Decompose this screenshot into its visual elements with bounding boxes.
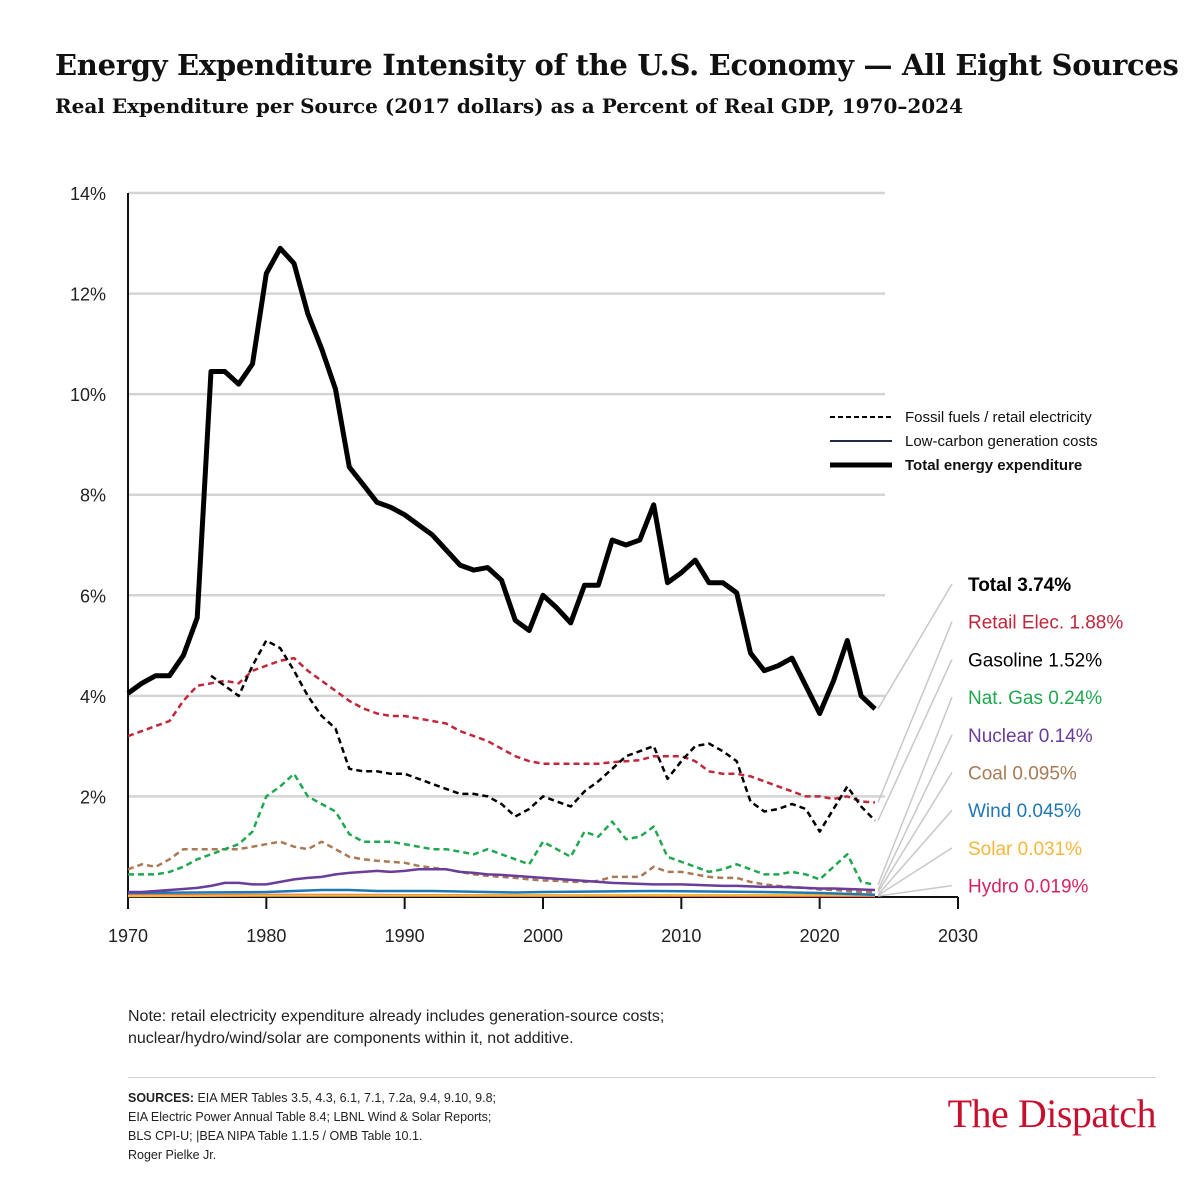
y-tick-label: 12%: [70, 285, 106, 305]
sources-block: SOURCES: EIA MER Tables 3.5, 4.3, 6.1, 7…: [128, 1089, 768, 1165]
end-label-coal: Coal 0.095%: [968, 764, 1077, 785]
leader-line-wind: [877, 809, 953, 896]
leader-line-natgas: [877, 696, 953, 886]
y-tick-label: 6%: [80, 586, 106, 606]
brand-logo: The Dispatch: [947, 1091, 1157, 1136]
leader-line-solar: [877, 847, 953, 897]
legend-label-dashed: Fossil fuels / retail electricity: [905, 409, 1092, 426]
end-label-nuclear: Nuclear 0.14%: [968, 726, 1093, 747]
y-tick-label: 10%: [70, 385, 106, 405]
x-tick-label: 1970: [108, 926, 148, 946]
sources-line-2: EIA Electric Power Annual Table 8.4; LBN…: [128, 1110, 492, 1124]
chart-title: Energy Expenditure Intensity of the U.S.…: [55, 48, 1179, 82]
end-label-total: Total 3.74%: [968, 575, 1071, 596]
series-line-natgas: [128, 772, 876, 887]
chart-subtitle: Real Expenditure per Source (2017 dollar…: [55, 94, 964, 118]
end-label-wind: Wind 0.045%: [968, 801, 1081, 822]
series-line-retail: [127, 656, 876, 804]
leader-line-retail: [877, 621, 953, 803]
y-tick-label: 2%: [80, 787, 106, 807]
x-tick-label: 2030: [938, 926, 978, 946]
end-label-natgas: Nat. Gas 0.24%: [968, 688, 1102, 709]
sources-line-1: SOURCES: EIA MER Tables 3.5, 4.3, 6.1, 7…: [128, 1089, 768, 1108]
end-label-retail: Retail Elec. 1.88%: [968, 613, 1123, 634]
series-line-nuclear: [128, 868, 876, 894]
leader-line-coal: [877, 772, 953, 893]
series-line-total: [126, 245, 877, 716]
x-tick-label: 2010: [661, 926, 701, 946]
x-tick-label: 2020: [800, 926, 840, 946]
x-tick-label: 1980: [246, 926, 286, 946]
note-line-1: Note: retail electricity expenditure alr…: [128, 1008, 665, 1025]
legend-label-solid: Low-carbon generation costs: [905, 433, 1098, 450]
end-label-solar: Solar 0.031%: [968, 839, 1082, 860]
x-tick-label: 1990: [385, 926, 425, 946]
end-label-hydro: Hydro 0.019%: [968, 877, 1089, 898]
leader-line-gasoline: [877, 659, 953, 821]
line-chart: 2% 4% 6% 8% 10% 12% 14% 1970 1980 1990 2000 2010 202…: [70, 184, 1123, 946]
series-line-wind: [127, 888, 876, 896]
y-tick-label: 4%: [80, 687, 106, 707]
sources-text-1: EIA MER Tables 3.5, 4.3, 6.1, 7.1, 7.2a,…: [193, 1091, 497, 1105]
series-line-coal: [127, 840, 876, 894]
leader-line-total: [877, 583, 953, 710]
y-tick-label: 8%: [80, 486, 106, 506]
series-line-solar: [127, 893, 876, 898]
leader-line-hydro: [877, 884, 953, 897]
leader-line-nuclear: [877, 734, 953, 891]
chart-note: Note: retail electricity expenditure alr…: [128, 1006, 888, 1050]
note-line-2: nuclear/hydro/wind/solar are components …: [128, 1030, 574, 1047]
legend-label-thick: Total energy expenditure: [905, 457, 1082, 474]
sources-label: SOURCES:: [128, 1091, 194, 1105]
sources-line-4: Roger Pielke Jr.: [128, 1148, 217, 1162]
x-tick-label: 2000: [523, 926, 563, 946]
end-label-gasoline: Gasoline 1.52%: [968, 650, 1102, 671]
series-line-gasoline: [210, 639, 876, 833]
sources-line-3: BLS CPI-U; |BEA NIPA Table 1.1.5 / OMB T…: [128, 1129, 423, 1143]
footer-divider: [128, 1077, 1156, 1078]
y-tick-label: 14%: [70, 184, 106, 204]
